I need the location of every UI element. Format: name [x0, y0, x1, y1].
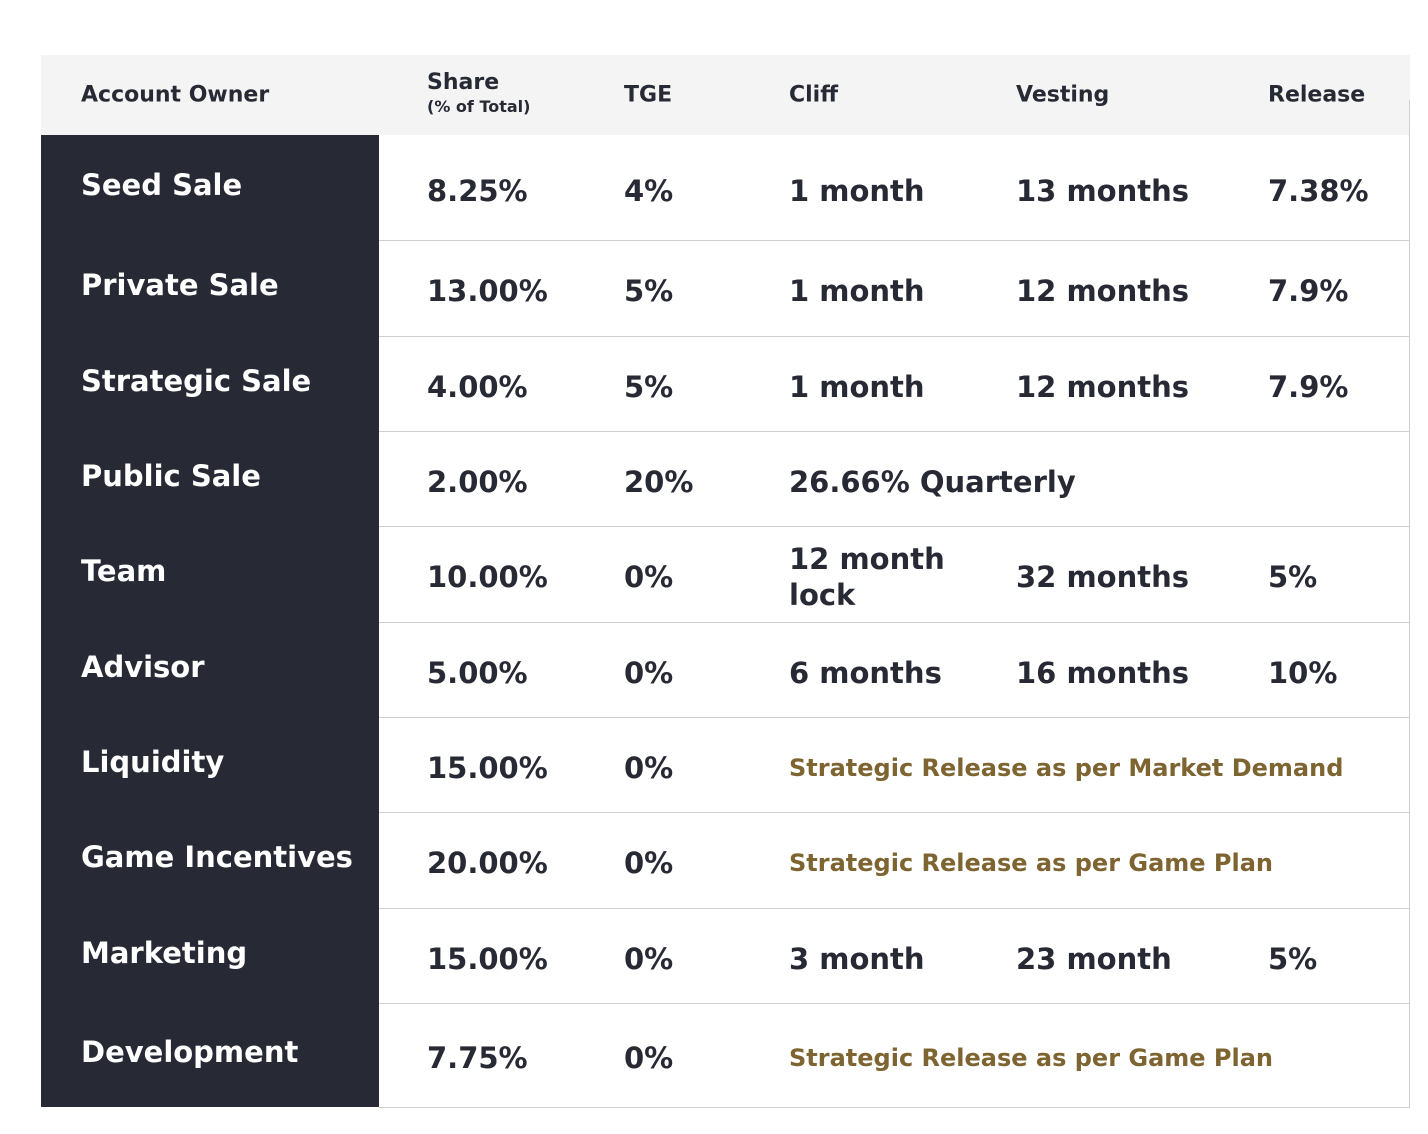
release-cell: 10% — [1268, 655, 1338, 690]
schedule-cell: 26.66% Quarterly — [789, 464, 1076, 499]
owner-column — [41, 135, 379, 1107]
owner-name: Public Sale — [81, 458, 261, 493]
header-share-title: Share — [427, 70, 500, 95]
tge-cell: 5% — [624, 369, 674, 404]
row-divider — [379, 526, 1410, 527]
share-cell: 13.00% — [427, 274, 548, 308]
vesting-cell: 12 months — [1016, 369, 1190, 404]
note-cell: Strategic Release as per Market Demand — [789, 753, 1344, 782]
owner-name: Strategic Sale — [81, 363, 312, 398]
tge-cell: 20% — [624, 464, 694, 499]
row-divider — [379, 717, 1410, 718]
header-cliff: Cliff — [789, 82, 839, 108]
header-tge: TGE — [624, 82, 673, 108]
row-divider — [379, 336, 1410, 337]
share-cell: 20.00% — [427, 846, 548, 880]
owner-name: Advisor — [81, 649, 205, 684]
cliff-cell: 3 month — [789, 941, 925, 976]
share-cell: 8.25% — [427, 173, 528, 208]
cliff-cell: 1 month — [789, 173, 925, 208]
release-cell: 7.9% — [1268, 274, 1349, 308]
owner-name: Private Sale — [81, 268, 279, 302]
header-release: Release — [1268, 82, 1366, 108]
owner-name: Seed Sale — [81, 167, 243, 202]
share-cell: 2.00% — [427, 464, 528, 499]
table-header — [41, 55, 1410, 135]
share-cell: 10.00% — [427, 560, 548, 594]
cliff-cell: 6 months — [789, 655, 942, 690]
share-cell: 15.00% — [427, 941, 548, 976]
release-cell: 7.9% — [1268, 369, 1349, 404]
vesting-cell: 16 months — [1016, 655, 1190, 690]
header-share: Share (% of Total) — [427, 71, 530, 119]
owner-name: Marketing — [81, 935, 248, 970]
header-share-sub: (% of Total) — [427, 97, 531, 116]
row-divider — [379, 908, 1410, 909]
tge-cell: 0% — [624, 941, 674, 976]
tge-cell: 4% — [624, 173, 674, 208]
tge-cell: 0% — [624, 1041, 674, 1075]
tge-cell: 5% — [624, 274, 674, 308]
tge-cell: 0% — [624, 655, 674, 690]
tge-cell: 0% — [624, 846, 674, 880]
owner-name: Development — [81, 1035, 299, 1069]
row-divider — [379, 240, 1410, 241]
cliff-cell: 12 month lock — [789, 542, 945, 612]
header-owner: Account Owner — [81, 82, 270, 108]
row-divider — [379, 622, 1410, 623]
vesting-cell: 13 months — [1016, 173, 1190, 208]
cliff-cell: 1 month — [789, 274, 925, 308]
vesting-cell: 32 months — [1016, 560, 1190, 594]
tge-cell: 0% — [624, 560, 674, 594]
owner-name: Game Incentives — [81, 840, 353, 874]
release-cell: 7.38% — [1268, 173, 1369, 208]
table-border — [1409, 100, 1410, 1107]
note-cell: Strategic Release as per Game Plan — [789, 1044, 1274, 1072]
cliff-cell: 1 month — [789, 369, 925, 404]
vesting-cell: 23 month — [1016, 941, 1172, 976]
header-vesting: Vesting — [1016, 82, 1110, 108]
vesting-cell: 12 months — [1016, 274, 1190, 308]
owner-name: Team — [81, 554, 167, 588]
release-cell: 5% — [1268, 560, 1318, 594]
share-cell: 7.75% — [427, 1041, 528, 1075]
release-cell: 5% — [1268, 941, 1318, 976]
row-divider — [379, 1003, 1410, 1004]
share-cell: 5.00% — [427, 655, 528, 690]
row-divider — [379, 1107, 1410, 1108]
tge-cell: 0% — [624, 750, 674, 785]
share-cell: 4.00% — [427, 369, 528, 404]
note-cell: Strategic Release as per Game Plan — [789, 849, 1274, 877]
row-divider — [379, 431, 1410, 432]
owner-name: Liquidity — [81, 744, 225, 779]
row-divider — [379, 812, 1410, 813]
share-cell: 15.00% — [427, 750, 548, 785]
